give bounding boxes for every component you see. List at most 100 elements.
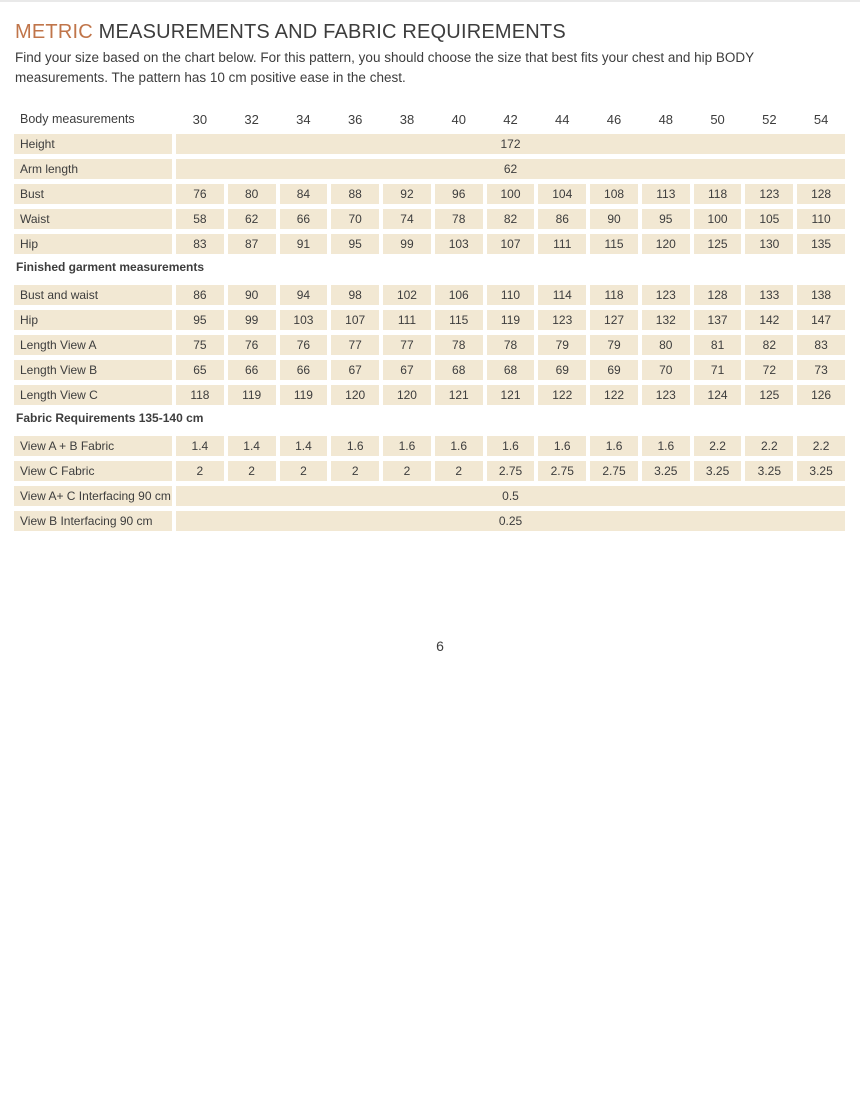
row-value: 110	[486, 284, 535, 305]
table-row: Waist 58 62 66 70 74 78 82 86 90 95 100 105 110	[14, 208, 845, 229]
page-title: METRIC MEASUREMENTS AND FABRIC REQUIREME…	[15, 21, 845, 44]
row-span-value: 0.25	[176, 510, 845, 531]
row-value: 99	[383, 233, 431, 254]
table-row: Length View A 75 76 76 77 77 78 78 79 79 80 81 82 83	[14, 334, 845, 355]
row-value: 78	[486, 334, 535, 355]
row-value: 79	[590, 334, 638, 355]
row-label: Bust	[14, 183, 172, 204]
page-title-highlight: METRIC	[15, 21, 93, 43]
row-value: 90	[590, 208, 638, 229]
size-column-header: 38	[399, 111, 415, 127]
row-value: 3.25	[693, 460, 742, 481]
row-value: 70	[641, 359, 690, 380]
row-value: 119	[486, 309, 535, 330]
row-value: 2	[331, 460, 380, 481]
row-value: 123	[745, 183, 794, 204]
document-page: METRIC MEASUREMENTS AND FABRIC REQUIREME…	[0, 21, 860, 1117]
row-value: 104	[538, 183, 587, 204]
row-value: 125	[745, 384, 794, 405]
row-value: 123	[641, 284, 690, 305]
row-value: 94	[279, 284, 328, 305]
intro-text: Find your size based on the chart below.…	[15, 50, 754, 86]
row-value: 84	[279, 183, 328, 204]
row-value: 77	[331, 334, 380, 355]
table-row: View C Fabric 2 2 2 2 2 2 2.75 2.75 2.75 3.25 3.25 3…	[14, 460, 845, 481]
row-label: View C Fabric	[14, 460, 172, 481]
row-value: 92	[383, 183, 431, 204]
row-value: 118	[693, 183, 742, 204]
size-table: Body measurements 30 32 34 36 38 40 42 44 46 48 50 5…	[14, 109, 845, 531]
table-row: Length View B 65 66 66 67 67 68 68 69 69 70 71 72 73	[14, 359, 845, 380]
page-number: 6	[436, 638, 444, 654]
row-value: 115	[590, 233, 638, 254]
row-value: 82	[486, 208, 535, 229]
table-row: Length View C 118 119 119 120 120 121 121 122 122…	[14, 384, 845, 405]
row-value: 120	[641, 233, 690, 254]
row-value: 103	[434, 233, 483, 254]
table-row: View B Interfacing 90 cm 0.25	[14, 510, 845, 531]
row-value: 114	[538, 284, 587, 305]
row-value: 72	[745, 359, 794, 380]
row-value: 111	[538, 233, 587, 254]
row-value: 67	[383, 359, 431, 380]
row-value: 133	[745, 284, 794, 305]
row-value: 80	[641, 334, 690, 355]
row-span-value: 62	[176, 158, 845, 179]
size-column-header: 44	[555, 111, 570, 127]
row-span-value: 172	[176, 133, 845, 154]
row-value: 2.2	[693, 435, 742, 456]
row-value: 1.6	[486, 435, 535, 456]
row-value: 86	[538, 208, 587, 229]
page-title-rest: MEASUREMENTS AND FABRIC REQUIREMENTS	[92, 21, 566, 43]
row-label: View A + B Fabric	[14, 435, 172, 456]
row-value: 1.4	[176, 435, 224, 456]
row-value: 71	[693, 359, 742, 380]
row-value: 126	[797, 384, 845, 405]
column-header-label: Body measurements	[20, 111, 135, 126]
row-value: 105	[745, 208, 794, 229]
row-value: 118	[590, 284, 638, 305]
row-label: Bust and waist	[14, 284, 172, 305]
table-row: View A + B Fabric 1.4 1.4 1.4 1.6 1.6 1.6 1.6 1.…	[14, 435, 845, 456]
table-row: Arm length 62	[14, 158, 845, 179]
size-column-header: 50	[710, 111, 725, 127]
row-value: 2	[279, 460, 328, 481]
row-value: 2.75	[486, 460, 535, 481]
row-value: 90	[227, 284, 276, 305]
row-value: 122	[590, 384, 638, 405]
row-value: 86	[176, 284, 224, 305]
row-value: 95	[176, 309, 224, 330]
size-column-header: 40	[451, 111, 466, 127]
row-value: 83	[797, 334, 845, 355]
row-value: 76	[227, 334, 276, 355]
row-value: 3.25	[641, 460, 690, 481]
row-value: 67	[331, 359, 380, 380]
row-value: 1.6	[590, 435, 638, 456]
table-row: View A+ C Interfacing 90 cm 0.5	[14, 485, 845, 506]
row-value: 119	[279, 384, 328, 405]
row-value: 2	[176, 460, 224, 481]
row-value: 111	[383, 309, 431, 330]
row-value: 123	[538, 309, 587, 330]
row-value: 66	[227, 359, 276, 380]
row-value: 78	[434, 208, 483, 229]
size-column-header: 42	[503, 111, 518, 127]
row-value: 123	[641, 384, 690, 405]
row-label: Arm length	[14, 158, 172, 179]
row-value: 147	[797, 309, 845, 330]
row-value: 98	[331, 284, 380, 305]
row-value: 62	[227, 208, 276, 229]
table-row: Hip 83 87 91 95 99 103 107 111 115 120 125 130 135	[14, 233, 845, 254]
row-value: 142	[745, 309, 794, 330]
size-column-header: 48	[658, 111, 674, 127]
size-column-header: 46	[606, 111, 622, 127]
row-value: 107	[331, 309, 380, 330]
row-value: 70	[331, 208, 380, 229]
row-value: 69	[590, 359, 638, 380]
row-value: 124	[693, 384, 742, 405]
row-label: View A+ C Interfacing 90 cm	[14, 485, 172, 506]
row-value: 100	[693, 208, 742, 229]
row-label: Height	[14, 133, 172, 154]
row-value: 77	[383, 334, 431, 355]
row-value: 132	[641, 309, 690, 330]
